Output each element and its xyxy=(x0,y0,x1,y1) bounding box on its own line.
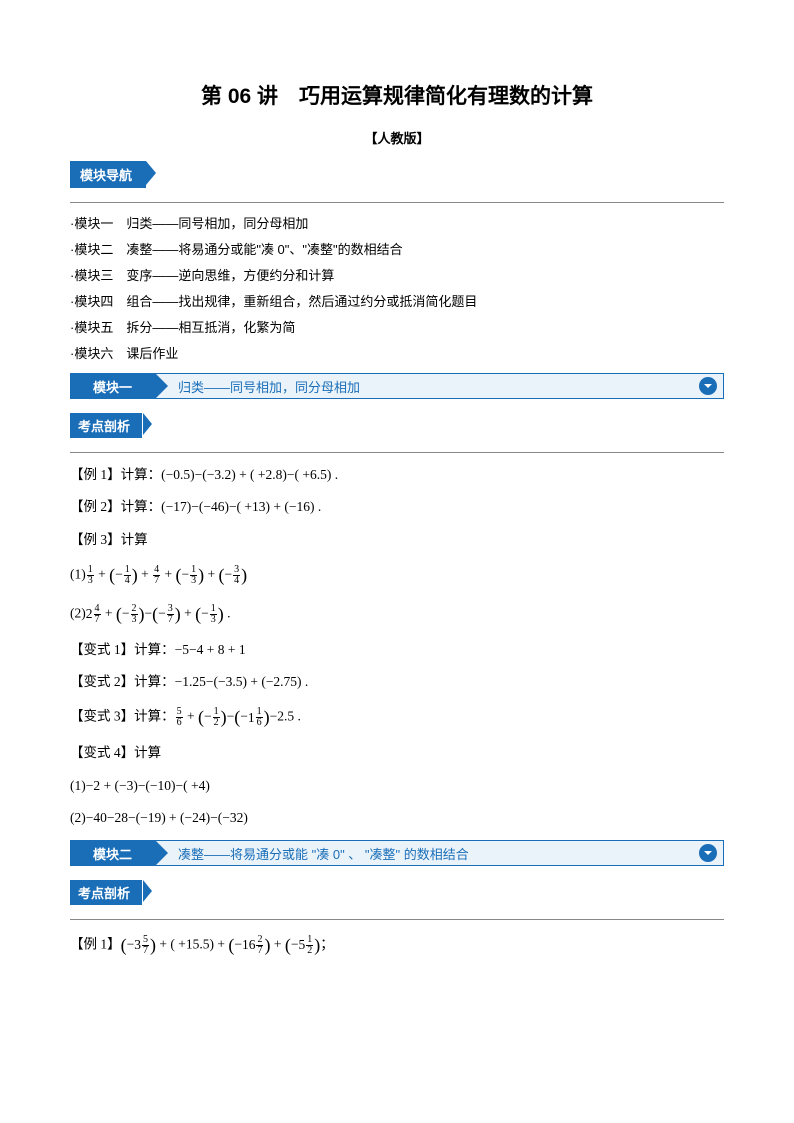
list-item: ·模块三 变序——逆向思维，方便约分和计算 xyxy=(70,263,724,289)
variant-4-part1: (1)−2 + (−3)−(−10)−( +4) xyxy=(70,776,724,796)
page-title: 第 06 讲 巧用运算规律简化有理数的计算 xyxy=(70,80,724,110)
subtitle: 【人教版】 xyxy=(70,128,724,147)
example-3-part1: (1)13 + (−14) + 47 + (−13) + (−34) xyxy=(70,562,724,589)
analysis-tab: 考点剖析 xyxy=(70,413,142,438)
module-header-left: 模块一 xyxy=(71,374,156,398)
module2-example-1: 【例 1】(−357) + ( +15.5) + (−1627) + (−512… xyxy=(70,932,724,959)
analysis-tab: 考点剖析 xyxy=(70,880,142,905)
divider xyxy=(70,202,724,203)
module-header-left: 模块二 xyxy=(71,841,156,865)
variant-3: 【变式 3】计算：56 + (−12)−(−116)−2.5 . xyxy=(70,704,724,731)
variant-4-part2: (2)−40−28−(−19) + (−24)−(−32) xyxy=(70,808,724,828)
module-list: ·模块一 归类——同号相加，同分母相加 ·模块二 凑整——将易通分或能"凑 0"… xyxy=(70,211,724,367)
module-header-2: 模块二 凑整——将易通分或能 "凑 0" 、 "凑整" 的数相结合 xyxy=(70,840,724,866)
m2-ex1-label: 【例 1】 xyxy=(70,937,121,952)
list-item: ·模块六 课后作业 xyxy=(70,341,724,367)
list-item: ·模块一 归类——同号相加，同分母相加 xyxy=(70,211,724,237)
variant-4-label: 【变式 4】计算 xyxy=(70,743,724,763)
list-item: ·模块四 组合——找出规律，重新组合，然后通过约分或抵消简化题目 xyxy=(70,289,724,315)
module-header-1: 模块一 归类——同号相加，同分母相加 xyxy=(70,373,724,399)
nav-tab: 模块导航 xyxy=(70,161,146,188)
list-item: ·模块二 凑整——将易通分或能"凑 0"、"凑整"的数相结合 xyxy=(70,237,724,263)
variant-2: 【变式 2】计算：−1.25−(−3.5) + (−2.75) . xyxy=(70,672,724,692)
chevron-down-icon xyxy=(699,377,717,395)
module-header-right: 凑整——将易通分或能 "凑 0" 、 "凑整" 的数相结合 xyxy=(156,841,723,865)
module-header-right: 归类——同号相加，同分母相加 xyxy=(156,374,723,398)
divider xyxy=(70,919,724,920)
variant-1: 【变式 1】计算：−5−4 + 8 + 1 xyxy=(70,640,724,660)
chevron-down-icon xyxy=(699,844,717,862)
example-1: 【例 1】计算：(−0.5)−(−3.2) + ( +2.8)−( +6.5) … xyxy=(70,465,724,485)
variant-3-label: 【变式 3】计算： xyxy=(70,709,175,724)
example-3-part2: (2)247 + (−23)−(−37) + (−13) . xyxy=(70,601,724,628)
example-2: 【例 2】计算：(−17)−(−46)−( +13) + (−16) . xyxy=(70,497,724,517)
list-item: ·模块五 拆分——相互抵消，化繁为简 xyxy=(70,315,724,341)
example-3-label: 【例 3】计算 xyxy=(70,530,724,550)
divider xyxy=(70,452,724,453)
